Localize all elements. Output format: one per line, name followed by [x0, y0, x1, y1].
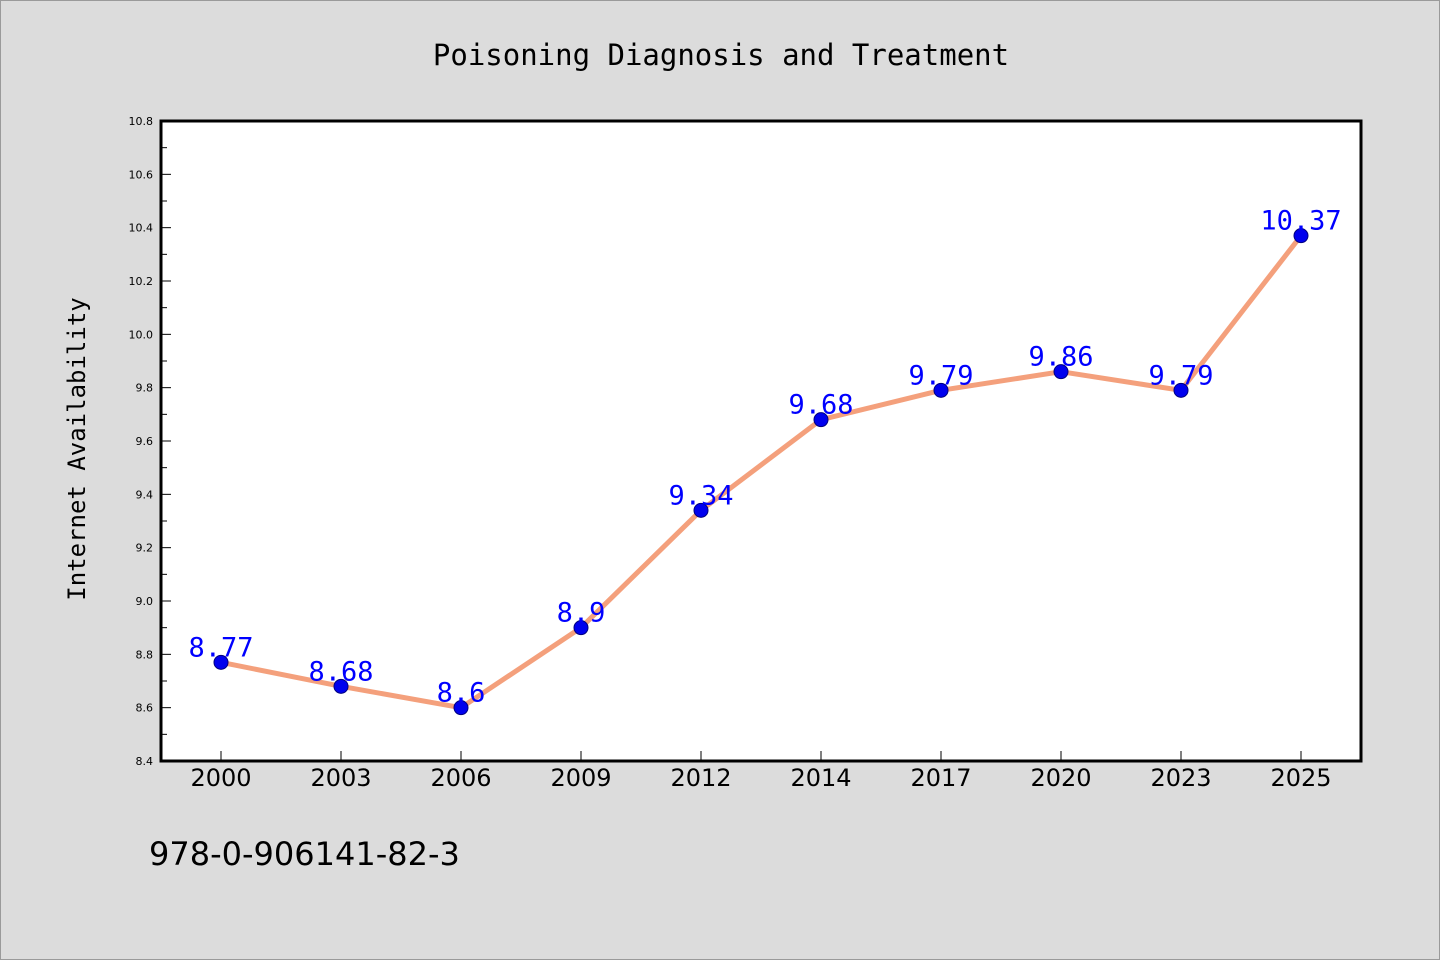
data-point: [573, 620, 589, 636]
data-points: [213, 228, 1309, 716]
chart-title: Poisoning Diagnosis and Treatment: [433, 38, 1009, 72]
data-point: [813, 412, 829, 428]
x-tick-label: 2009: [550, 764, 611, 792]
footer-isbn: 978-0-906141-82-3: [149, 835, 460, 873]
data-label: 9.34: [668, 480, 733, 511]
x-tick-label: 2025: [1270, 764, 1331, 792]
x-tick-label: 2020: [1030, 764, 1091, 792]
x-tick-label: 2006: [430, 764, 491, 792]
data-label: 9.86: [1028, 342, 1093, 373]
data-label: 8.6: [437, 678, 486, 709]
x-tick-label: 2014: [790, 764, 851, 792]
x-tick-label: 2012: [670, 764, 731, 792]
data-point: [1173, 382, 1189, 398]
data-point: [693, 502, 709, 518]
x-tick-label: 2017: [910, 764, 971, 792]
y-tick-label: 9.4: [136, 488, 154, 501]
y-axis-label: Internet Availability: [63, 297, 91, 600]
y-tick-label: 10.6: [129, 168, 154, 181]
x-tick-label: 2023: [1150, 764, 1211, 792]
x-axis: 2000 2003 2006 2009 2012 2014 2017 2020 2023 2025: [190, 751, 1332, 792]
data-label: 9.79: [908, 360, 973, 391]
y-tick-label: 9.8: [136, 382, 154, 395]
data-point: [453, 700, 469, 716]
data-point: [1053, 364, 1069, 380]
y-tick-label: 8.8: [136, 648, 154, 661]
data-label: 10.37: [1260, 206, 1341, 237]
y-tick-label: 9.2: [136, 542, 154, 555]
data-label: 8.68: [308, 656, 373, 687]
data-point: [213, 654, 229, 670]
y-tick-label: 10.0: [129, 328, 154, 341]
data-label: 9.79: [1148, 360, 1213, 391]
plot-area: [159, 119, 1363, 763]
data-point: [1293, 228, 1309, 244]
y-tick-label: 10.8: [129, 115, 154, 128]
x-tick-label: 2000: [190, 764, 251, 792]
y-tick-label: 10.4: [129, 222, 154, 235]
y-tick-label: 10.2: [129, 275, 154, 288]
y-tick-label: 8.6: [136, 702, 154, 715]
data-point: [333, 678, 349, 694]
y-tick-label: 9.0: [136, 595, 154, 608]
y-axis: 8.4 8.6 8.8 9.0 9.2 9.4 9.6 9.8 10.0 10.2 10.4 10.6…: [129, 115, 171, 768]
data-point: [933, 382, 949, 398]
data-label: 8.77: [188, 632, 253, 663]
data-label: 9.68: [788, 390, 853, 421]
data-label: 8.9: [557, 598, 606, 629]
data-labels: 8.77 8.68 8.6 8.9 9.34 9.68 9.79 9.86 9.79 10.37: [188, 206, 1341, 709]
series-line: [220, 234, 1303, 711]
x-tick-label: 2003: [310, 764, 371, 792]
y-tick-label: 9.6: [136, 435, 154, 448]
y-tick-label: 8.4: [136, 755, 154, 768]
